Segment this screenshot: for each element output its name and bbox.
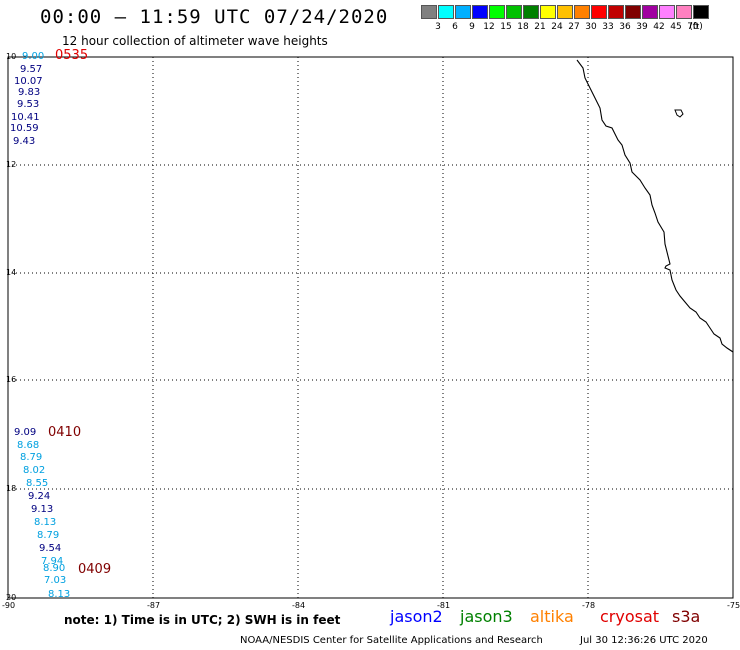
longitude-label: -84 (292, 601, 306, 610)
color-swatch (506, 5, 522, 19)
latitude-label: 14 (6, 268, 17, 277)
legend-s3a: s3a (672, 607, 701, 626)
color-swatch (693, 5, 709, 19)
color-swatch (438, 5, 454, 19)
wave-height-value: 9.24 (28, 491, 51, 502)
color-swatch (608, 5, 624, 19)
wave-height-value: 8.68 (17, 440, 40, 451)
legend-cryosat: cryosat (600, 607, 660, 626)
longitude-label: -90 (2, 601, 16, 610)
pass-time-label: 0409 (78, 562, 112, 577)
island (674, 109, 684, 118)
color-scale-label: 42 (653, 22, 665, 32)
latitude-label: 16 (6, 375, 17, 384)
color-scale-label: 30 (585, 22, 597, 32)
wave-height-value: 7.94 (41, 556, 64, 567)
color-swatch (489, 5, 505, 19)
wave-height-value: 9.83 (18, 87, 41, 98)
footer-note: note: 1) Time is in UTC; 2) SWH is in fe… (64, 613, 341, 627)
color-swatch (540, 5, 556, 19)
wave-height-value: 8.02 (23, 465, 46, 476)
color-scale (421, 5, 710, 19)
longitude-label: -81 (437, 601, 451, 610)
color-scale-label: 3 (435, 22, 441, 32)
color-scale-label: 21 (534, 22, 546, 32)
color-scale-label: 18 (517, 22, 529, 32)
wave-height-value: 9.00 (22, 51, 45, 62)
longitude-label: -75 (727, 601, 740, 610)
map-title: 00:00 – 11:59 UTC 07/24/2020 (40, 6, 389, 28)
map-subtitle: 12 hour collection of altimeter wave hei… (62, 34, 328, 48)
color-scale-label: 9 (469, 22, 475, 32)
wave-height-value: 9.53 (17, 99, 40, 110)
wave-height-value: 9.13 (31, 504, 54, 515)
color-swatch (557, 5, 573, 19)
color-swatch (455, 5, 471, 19)
latitude-label: 18 (6, 484, 17, 493)
color-scale-label: 39 (636, 22, 648, 32)
wave-height-value: 10.59 (10, 123, 39, 134)
legend-jason2: jason2 (390, 607, 443, 626)
legend-jason3: jason3 (460, 607, 513, 626)
color-swatch (625, 5, 641, 19)
wave-height-value: 8.79 (20, 452, 43, 463)
wave-height-value: 8.79 (37, 530, 60, 541)
credit-text: NOAA/NESDIS Center for Satellite Applica… (240, 635, 543, 646)
color-swatch (676, 5, 692, 19)
map-frame (7, 56, 734, 599)
pass-time-label: 0535 (55, 48, 89, 63)
wave-height-value: 7.03 (44, 575, 67, 586)
color-swatch (472, 5, 488, 19)
color-swatch (523, 5, 539, 19)
wave-height-value: 9.09 (14, 427, 37, 438)
wave-height-value: 10.41 (11, 112, 40, 123)
color-swatch (659, 5, 675, 19)
pass-time-label: 0410 (48, 425, 82, 440)
color-scale-label: 45 (670, 22, 682, 32)
color-scale-label: 27 (568, 22, 580, 32)
wave-height-value: 9.57 (20, 64, 43, 75)
wave-height-value: 8.90 (43, 563, 66, 574)
longitude-label: -87 (147, 601, 161, 610)
grid-lines (8, 57, 733, 598)
color-scale-label: 6 (452, 22, 458, 32)
color-swatch (421, 5, 437, 19)
coastline (576, 59, 734, 353)
color-swatch (574, 5, 590, 19)
wave-height-value: 8.55 (26, 478, 49, 489)
color-scale-label: 15 (500, 22, 512, 32)
latitude-label: 10 (6, 52, 17, 61)
wave-height-value: 8.13 (48, 589, 71, 600)
latitude-label: 12 (6, 160, 17, 169)
wave-height-value: 9.43 (13, 136, 36, 147)
color-scale-label: 24 (551, 22, 563, 32)
wave-height-value: 8.13 (34, 517, 57, 528)
wave-height-value: 10.07 (14, 76, 43, 87)
latitude-label: 20 (6, 593, 17, 602)
color-scale-label: 36 (619, 22, 631, 32)
legend-altika: altika (530, 607, 574, 626)
color-scale-label: 70 (687, 22, 699, 32)
color-swatch (591, 5, 607, 19)
wave-height-value: 9.54 (39, 543, 62, 554)
color-scale-label: 12 (483, 22, 495, 32)
color-scale-label: (ft) (689, 22, 703, 32)
color-swatch (642, 5, 658, 19)
generated-date: Jul 30 12:36:26 UTC 2020 (580, 635, 708, 646)
color-scale-label: 33 (602, 22, 614, 32)
longitude-label: -78 (582, 601, 596, 610)
